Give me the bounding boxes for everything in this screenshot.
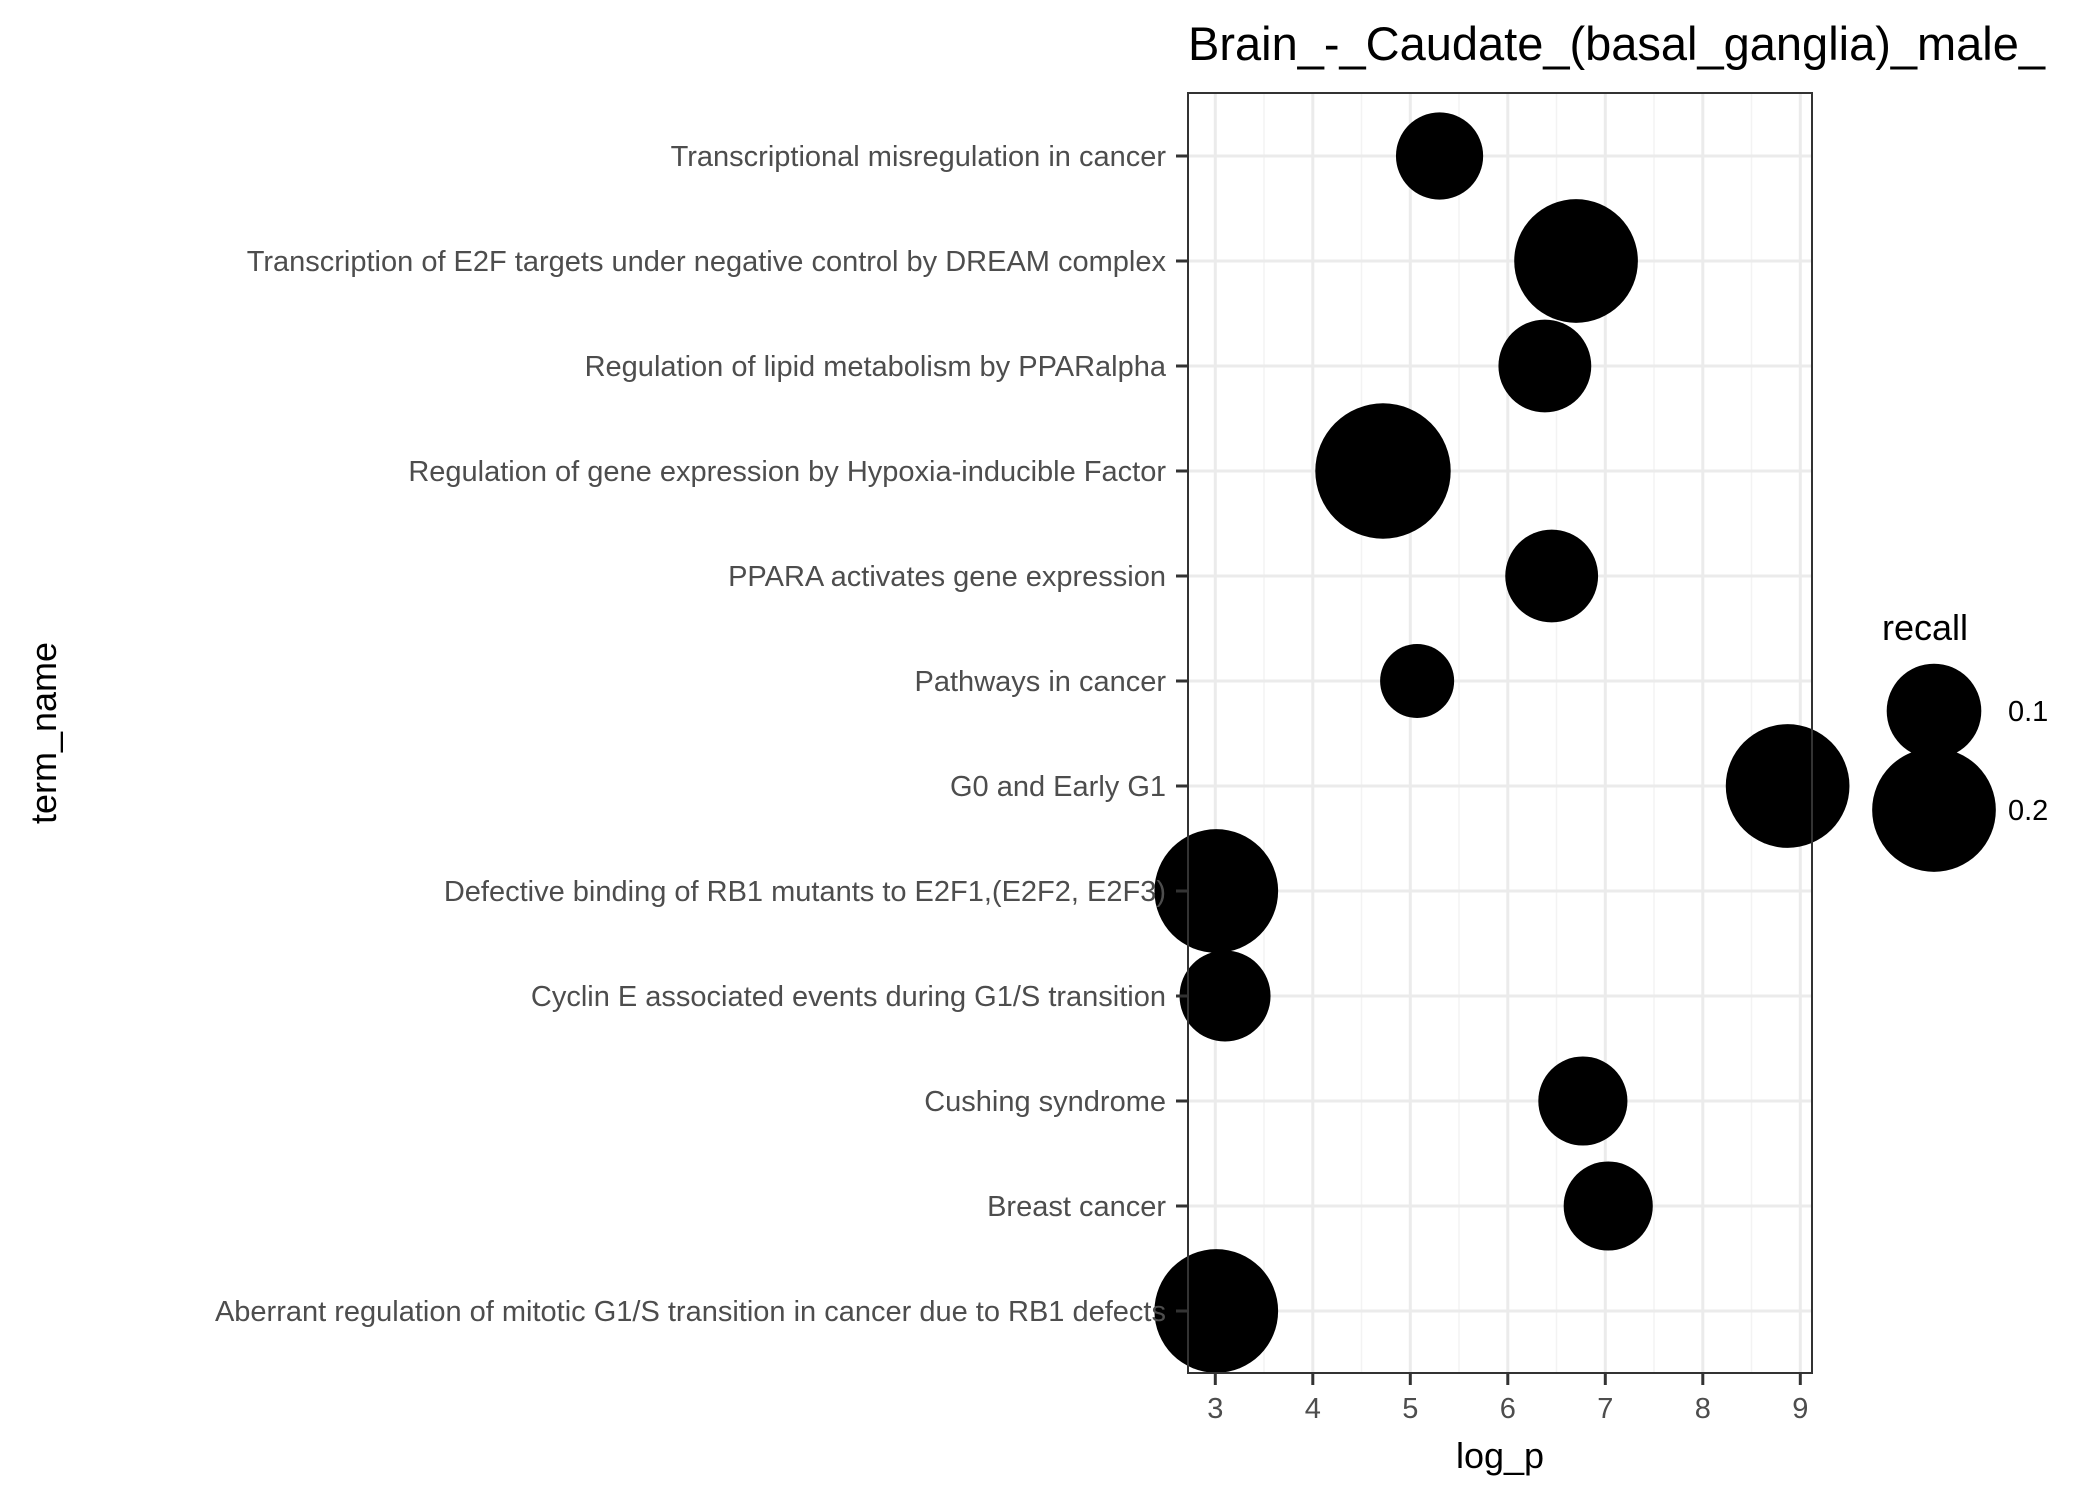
y-tick-label: Cyclin E associated events during G1/S t… — [531, 981, 1166, 1013]
y-tick-label: Transcription of E2F targets under negat… — [247, 246, 1167, 278]
data-point — [1514, 199, 1638, 323]
x-tick-label: 3 — [1207, 1393, 1223, 1425]
data-point — [1725, 724, 1850, 848]
data-point — [1538, 1056, 1628, 1146]
legend-key — [1872, 748, 1996, 872]
chart-title: Brain_-_Caudate_(basal_ganglia)_male_ — [1188, 17, 2046, 70]
x-tick-label: 5 — [1402, 1393, 1418, 1425]
y-tick-label: Aberrant regulation of mitotic G1/S tran… — [215, 1296, 1166, 1328]
data-point — [1315, 403, 1451, 539]
legend-key — [1886, 663, 1982, 759]
x-axis: 3 4 5 6 7 8 9 — [1207, 1373, 1808, 1425]
x-tick-label: 6 — [1500, 1393, 1516, 1425]
x-tick-label: 4 — [1305, 1393, 1321, 1425]
data-point — [1563, 1161, 1653, 1251]
x-tick-label: 8 — [1695, 1393, 1711, 1425]
y-axis-title: term_name — [23, 642, 64, 824]
y-tick-label: Cushing syndrome — [924, 1086, 1166, 1118]
panel-border — [1187, 92, 1813, 1374]
data-point — [1154, 829, 1279, 953]
y-tick-label: Transcriptional misregulation in cancer — [671, 141, 1167, 173]
y-axis: Transcriptional misregulation in cancer T… — [215, 141, 1188, 1328]
x-tick-label: 9 — [1792, 1393, 1808, 1425]
legend-label: 0.1 — [2008, 696, 2048, 728]
data-point — [1380, 643, 1455, 719]
x-tick-label: 7 — [1597, 1393, 1613, 1425]
y-tick-label: Defective binding of RB1 mutants to E2F1… — [444, 876, 1166, 908]
y-tick-label: Regulation of lipid metabolism by PPARal… — [585, 351, 1167, 383]
legend-title: recall — [1882, 607, 1968, 648]
data-point — [1154, 1249, 1279, 1373]
y-tick-label: Regulation of gene expression by Hypoxia… — [408, 456, 1166, 488]
legend-label: 0.2 — [2008, 795, 2048, 827]
y-tick-label: Breast cancer — [987, 1191, 1166, 1223]
y-tick-label: G0 and Early G1 — [950, 771, 1166, 803]
y-tick-label: PPARA activates gene expression — [728, 561, 1166, 593]
x-axis-title: log_p — [1456, 1435, 1544, 1476]
size-legend: recall 0.1 0.2 — [1872, 607, 2048, 872]
data-point — [1179, 950, 1271, 1042]
data-point — [1505, 529, 1599, 623]
data-point — [1498, 319, 1592, 413]
grid — [1188, 93, 1812, 1373]
y-tick-label: Pathways in cancer — [915, 666, 1167, 698]
data-point — [1395, 112, 1484, 200]
data-points — [1154, 112, 1850, 1373]
